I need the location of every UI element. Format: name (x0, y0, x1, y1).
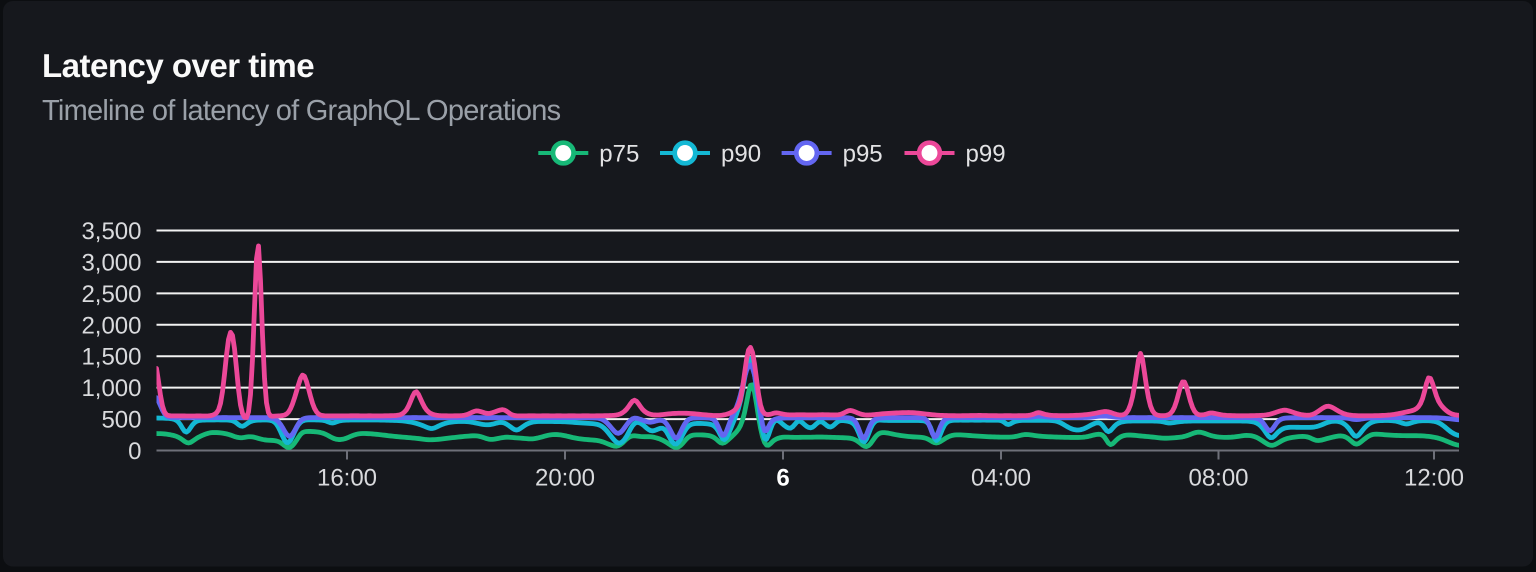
svg-text:16:00: 16:00 (317, 465, 377, 492)
svg-text:1,000: 1,000 (81, 375, 141, 402)
svg-text:3,500: 3,500 (81, 218, 141, 245)
svg-text:p90: p90 (721, 141, 761, 168)
svg-text:p95: p95 (843, 141, 883, 168)
svg-text:3,000: 3,000 (81, 249, 141, 276)
svg-text:p99: p99 (966, 141, 1006, 168)
svg-text:2,500: 2,500 (81, 281, 141, 308)
svg-text:p75: p75 (599, 141, 639, 168)
svg-text:Latency over time: Latency over time (42, 47, 314, 84)
svg-text:Timeline of latency of GraphQL: Timeline of latency of GraphQL Operation… (42, 95, 561, 127)
svg-text:20:00: 20:00 (535, 465, 595, 492)
svg-text:0: 0 (128, 438, 141, 465)
svg-text:1,500: 1,500 (81, 344, 141, 371)
svg-text:12:00: 12:00 (1404, 465, 1464, 492)
svg-text:2,000: 2,000 (81, 312, 141, 339)
svg-text:04:00: 04:00 (971, 465, 1031, 492)
svg-text:6: 6 (776, 465, 789, 492)
svg-text:500: 500 (101, 407, 141, 434)
svg-text:08:00: 08:00 (1188, 465, 1248, 492)
